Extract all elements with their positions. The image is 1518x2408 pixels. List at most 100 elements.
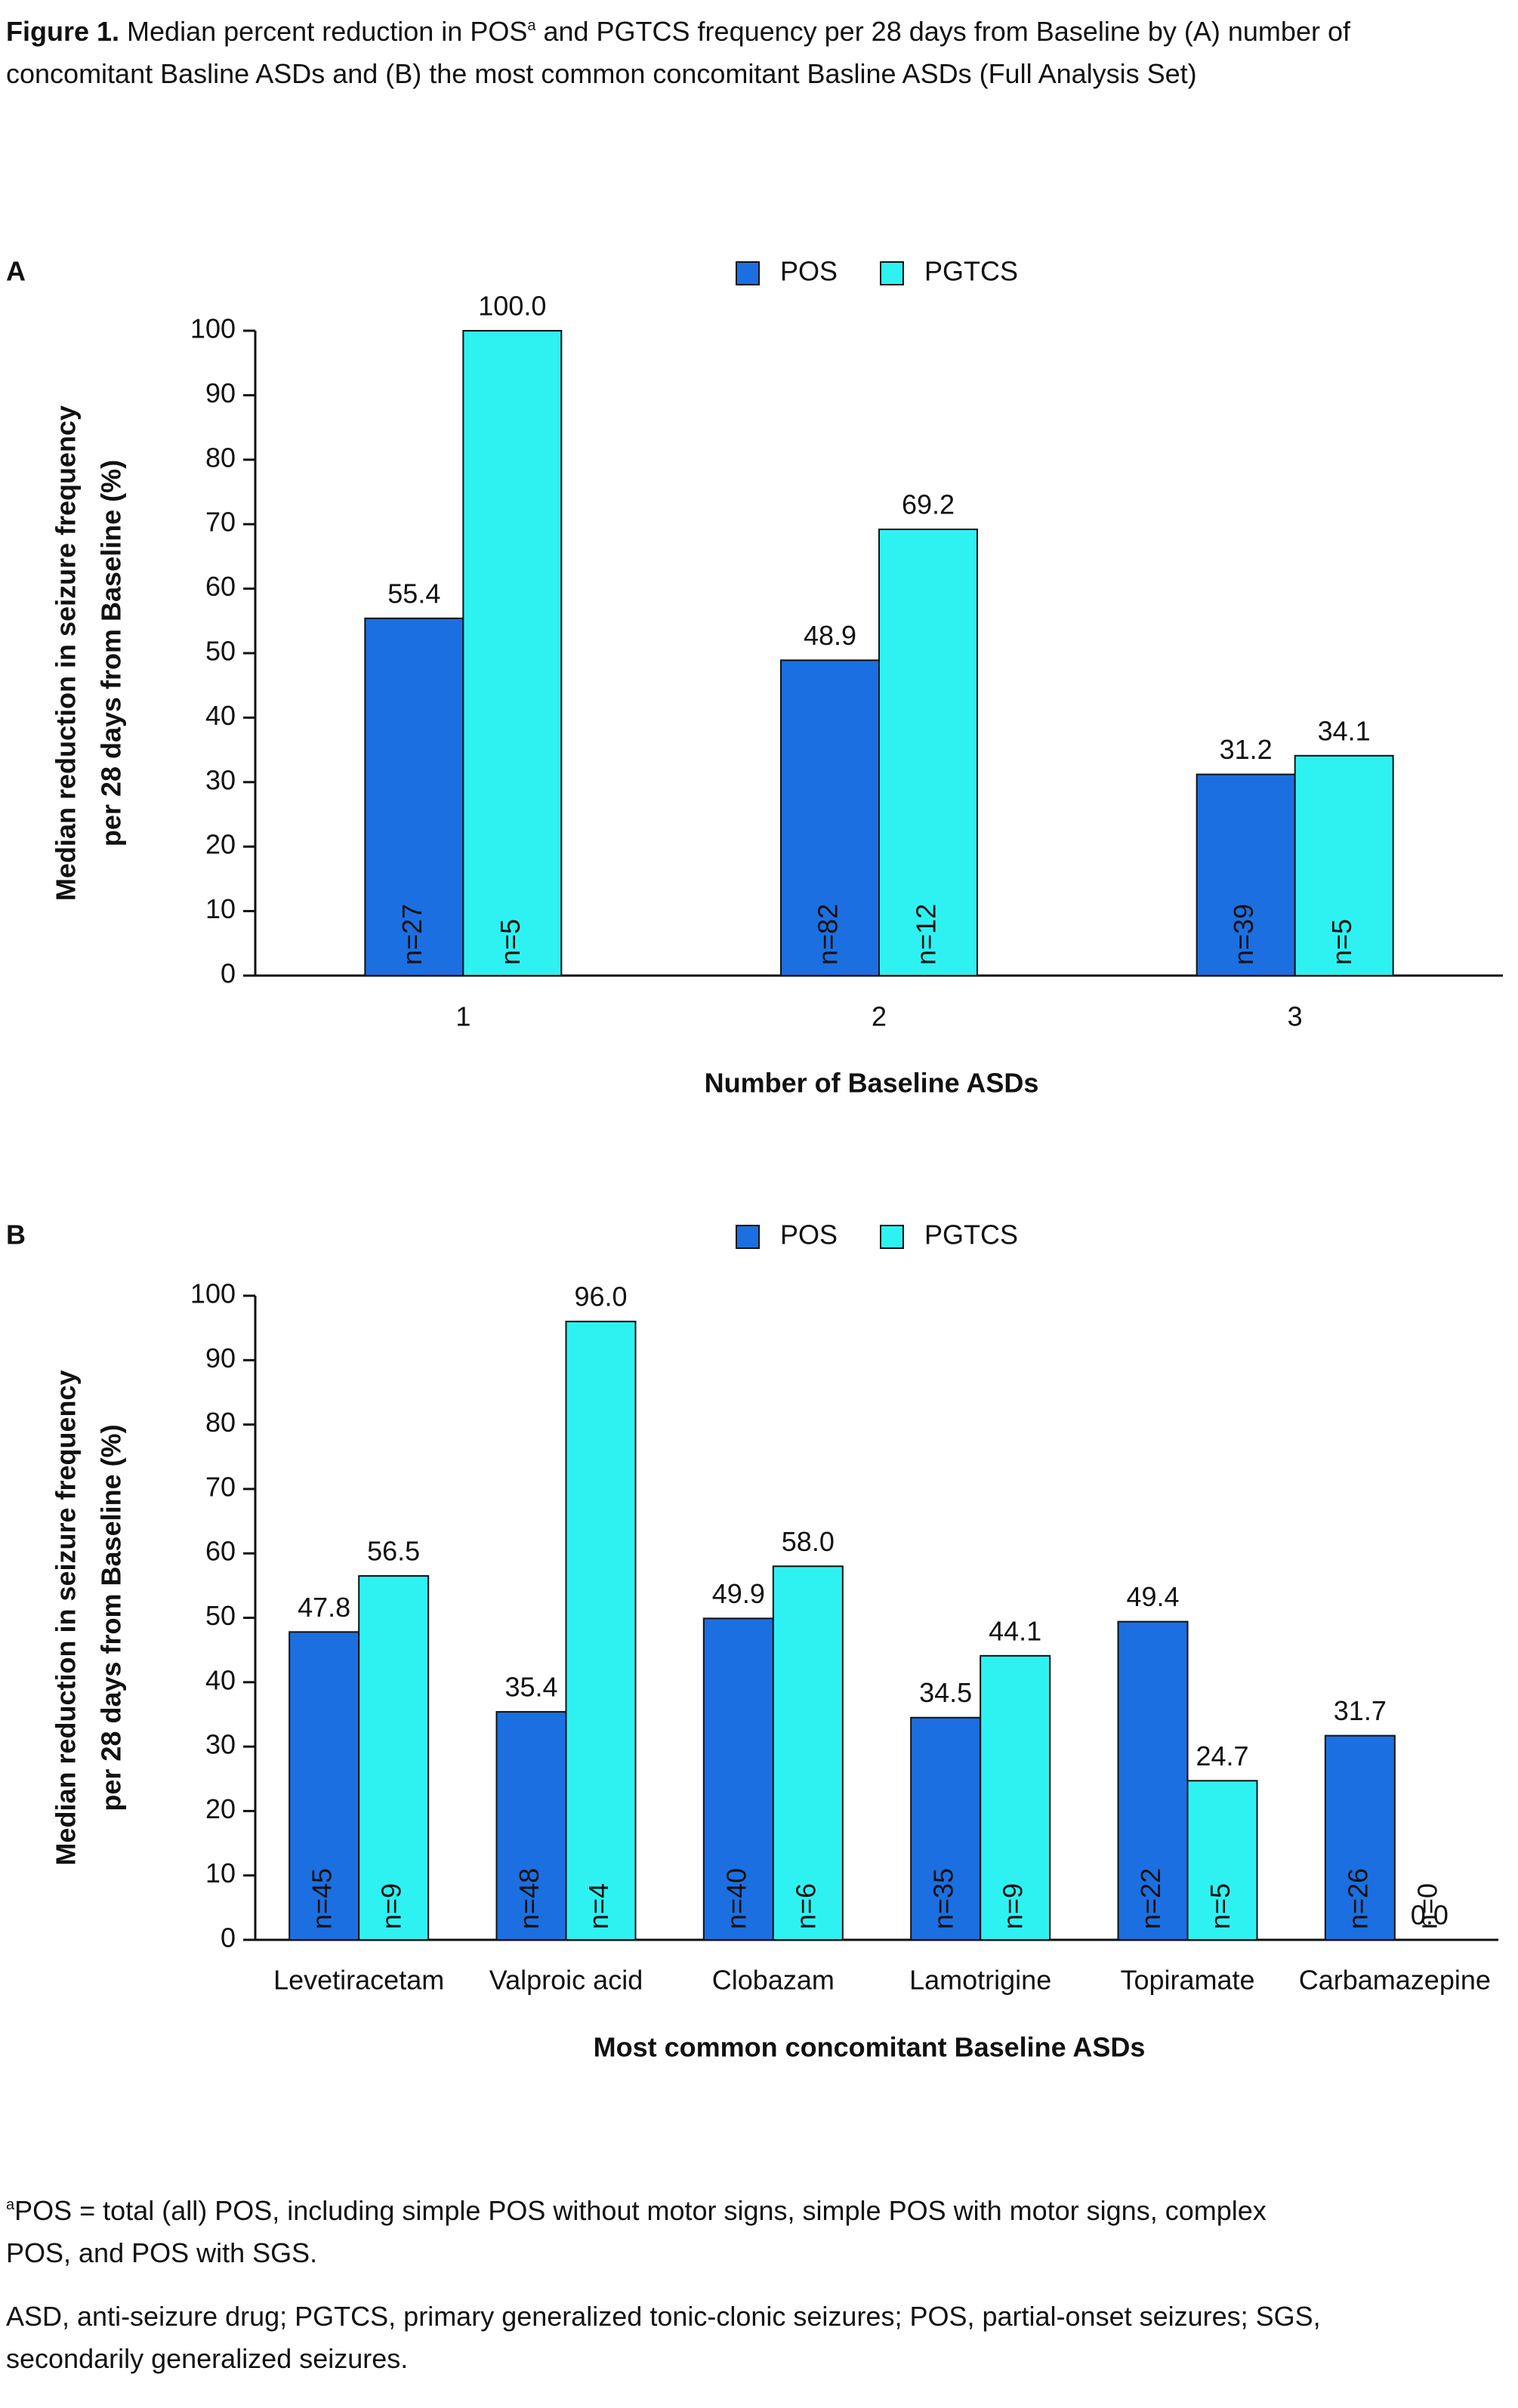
value-label: 56.5 xyxy=(367,1536,420,1567)
y-tick-label: 70 xyxy=(205,1471,236,1502)
n-label: n=27 xyxy=(396,904,427,965)
x-tick-label: Clobazam xyxy=(712,1965,835,1996)
value-label: 24.7 xyxy=(1196,1740,1248,1771)
y-tick-label: 90 xyxy=(205,1343,236,1374)
x-tick-label: 2 xyxy=(872,1001,887,1032)
value-label: 55.4 xyxy=(387,578,440,609)
y-tick-label: 30 xyxy=(205,1729,236,1760)
y-tick-label: 20 xyxy=(205,1793,236,1824)
n-label: n=48 xyxy=(514,1868,545,1929)
y-tick-label: 100 xyxy=(190,313,236,344)
legend-label: PGTCS xyxy=(924,1219,1018,1250)
y-tick-label: 40 xyxy=(205,1664,236,1695)
value-label: 100.0 xyxy=(478,291,546,322)
y-tick-label: 70 xyxy=(205,507,236,538)
bar xyxy=(1324,1734,1396,1941)
legend-swatch xyxy=(880,261,904,285)
value-label: 0.0 xyxy=(1411,1900,1449,1931)
value-label: 69.2 xyxy=(902,489,955,520)
value-label: 96.0 xyxy=(574,1281,627,1312)
legend-label: POS xyxy=(780,256,838,287)
bar xyxy=(780,659,880,976)
footnote-text: POS = total (all) POS, including simple … xyxy=(6,2195,1267,2268)
y-tick-label: 40 xyxy=(205,700,236,731)
value-label: 48.9 xyxy=(804,620,856,651)
n-label: n=22 xyxy=(1135,1868,1166,1929)
n-label: n=5 xyxy=(1205,1883,1236,1929)
n-label: n=82 xyxy=(813,904,844,965)
bar xyxy=(565,1321,637,1941)
n-label: n=5 xyxy=(495,919,526,965)
caption-text: Median percent reduction in POS xyxy=(127,16,528,47)
bar xyxy=(702,1617,774,1941)
bar xyxy=(980,1654,1051,1941)
value-label: 34.5 xyxy=(919,1677,972,1708)
n-label: n=45 xyxy=(307,1868,338,1929)
n-label: n=4 xyxy=(583,1883,614,1929)
value-label: 34.1 xyxy=(1318,715,1371,746)
x-tick-label: Levetiracetam xyxy=(273,1965,444,1996)
y-axis-title: Median reduction in seizure frequency xyxy=(51,405,82,901)
y-tick-label: 60 xyxy=(205,1536,236,1567)
y-tick-label: 90 xyxy=(205,378,236,409)
value-label: 31.7 xyxy=(1334,1695,1387,1726)
value-label: 49.9 xyxy=(712,1578,765,1609)
x-tick-label: Carbamazepine xyxy=(1299,1965,1491,1996)
legend-swatch xyxy=(880,1225,904,1249)
n-label: n=6 xyxy=(790,1883,821,1929)
value-label: 49.4 xyxy=(1126,1581,1179,1612)
panel-label: B xyxy=(6,1219,26,1250)
y-tick-label: 80 xyxy=(205,442,236,473)
n-label: n=9 xyxy=(376,1883,407,1929)
y-tick-label: 80 xyxy=(205,1407,236,1438)
n-label: n=39 xyxy=(1228,904,1259,965)
y-axis-title: per 28 days from Baseline (%) xyxy=(96,460,127,846)
y-tick-label: 50 xyxy=(205,1600,236,1631)
value-label: 31.2 xyxy=(1220,734,1273,765)
bar xyxy=(495,1711,567,1941)
x-tick-label: Lamotrigine xyxy=(909,1965,1051,1996)
y-tick-label: 60 xyxy=(205,571,236,602)
footnote-sup: a xyxy=(6,2197,15,2213)
bar xyxy=(1294,754,1394,976)
bar xyxy=(1196,773,1296,976)
x-axis-title: Number of Baseline ASDs xyxy=(705,1068,1039,1099)
bar xyxy=(462,330,563,976)
bar xyxy=(358,1575,430,1941)
footnote: aPOS = total (all) POS, including simple… xyxy=(6,2190,1335,2274)
y-tick-label: 0 xyxy=(221,1922,236,1953)
x-tick-label: Valproic acid xyxy=(489,1965,643,1996)
n-label: n=26 xyxy=(1342,1868,1373,1929)
n-label: n=35 xyxy=(928,1868,959,1929)
bar xyxy=(288,1631,360,1941)
n-label: n=5 xyxy=(1326,919,1357,965)
figure-caption: Figure 1. Median percent reduction in PO… xyxy=(6,11,1456,95)
y-tick-label: 10 xyxy=(205,1858,236,1888)
x-tick-label: 1 xyxy=(455,1001,471,1032)
y-tick-label: 0 xyxy=(221,958,236,989)
x-tick-label: 3 xyxy=(1288,1001,1303,1032)
value-label: 58.0 xyxy=(782,1526,835,1557)
legend-label: POS xyxy=(780,1219,838,1250)
legend-swatch xyxy=(736,1225,760,1249)
bar xyxy=(772,1565,844,1941)
x-tick-label: Topiramate xyxy=(1120,1965,1254,1996)
caption-sup: a xyxy=(527,17,536,34)
legend-label: PGTCS xyxy=(924,256,1018,287)
y-tick-label: 20 xyxy=(205,829,236,860)
n-label: n=9 xyxy=(998,1883,1029,1929)
bar xyxy=(910,1716,982,1941)
footnote-text: ASD, anti-seizure drug; PGTCS, primary g… xyxy=(6,2301,1321,2374)
bar xyxy=(1186,1780,1258,1941)
n-label: n=0 xyxy=(1412,1883,1442,1929)
y-tick-label: 50 xyxy=(205,636,236,667)
panel-label: A xyxy=(6,256,26,287)
bar xyxy=(1117,1620,1189,1941)
n-label: n=12 xyxy=(911,904,942,965)
caption-label: Figure 1. xyxy=(6,16,120,47)
bar xyxy=(878,529,978,976)
caption-text: and PGTCS frequency per 28 days from Bas… xyxy=(6,16,1350,89)
n-label: n=40 xyxy=(720,1868,751,1929)
